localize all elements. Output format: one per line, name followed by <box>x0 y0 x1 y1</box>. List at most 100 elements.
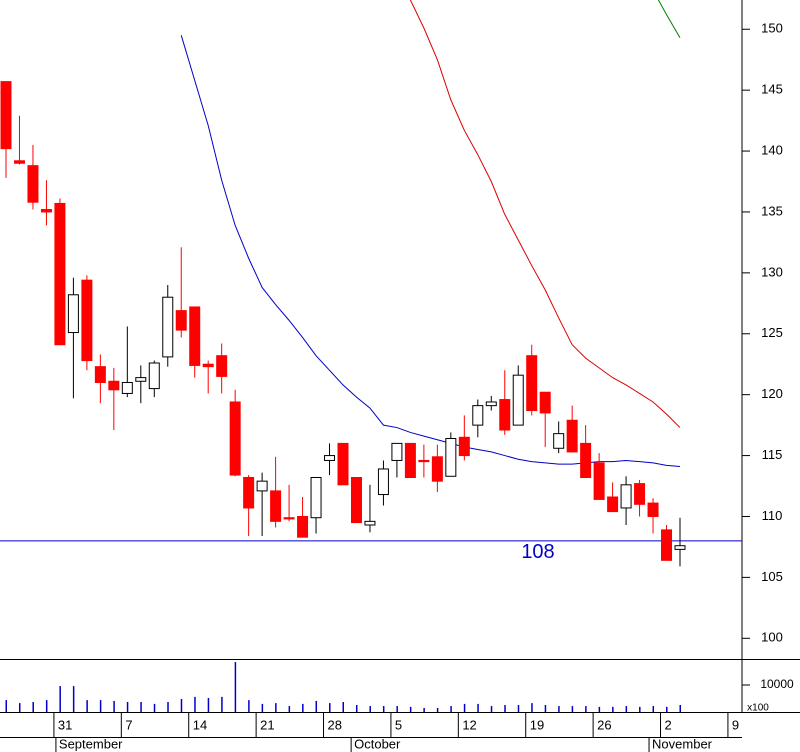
x-tick-label: 26 <box>597 717 611 732</box>
x-tick-label: 2 <box>665 717 672 732</box>
candle-body <box>175 310 187 331</box>
volume-bar <box>302 703 304 712</box>
volume-bar <box>612 706 614 712</box>
volume-bar <box>261 703 264 712</box>
y-tick-label: 115 <box>762 447 783 462</box>
volume-bar <box>585 706 587 712</box>
month-label: November <box>652 736 713 751</box>
candle-body <box>593 462 605 500</box>
candle-body <box>391 442 403 461</box>
volume-bar <box>355 704 358 712</box>
volume-bar <box>571 706 574 712</box>
volume-bar <box>72 686 75 712</box>
volume-bar <box>140 702 142 712</box>
volume-bar <box>86 700 88 712</box>
candle-body <box>661 529 673 561</box>
volume-bar <box>99 700 102 712</box>
volume-bar <box>275 703 277 712</box>
volume-bar <box>544 704 547 712</box>
y-tick-label: 145 <box>761 82 783 97</box>
candle-body <box>229 401 241 476</box>
candle-body <box>243 477 255 509</box>
volume-bar <box>221 696 223 712</box>
x-tick-label: 9 <box>732 717 739 732</box>
candle-body <box>539 391 551 414</box>
candle-body <box>310 477 322 519</box>
volume-bar <box>113 700 115 712</box>
volume-bar <box>248 700 250 712</box>
volume-bar <box>315 700 318 712</box>
volume-bar <box>234 662 237 712</box>
price-panel <box>0 0 742 567</box>
candle-body <box>364 520 376 526</box>
candle-body <box>40 209 52 213</box>
candle-body <box>512 374 524 426</box>
candle-body <box>67 294 79 334</box>
moving-average-line <box>409 0 681 428</box>
volume-bar <box>126 702 129 712</box>
volume-bar <box>18 703 21 712</box>
level-label: 108 <box>521 541 554 563</box>
y-tick-label: 135 <box>761 203 783 218</box>
candle-body <box>647 502 659 517</box>
y-tick-label: 150 <box>761 21 783 36</box>
volume-bar <box>652 706 655 712</box>
candle-body <box>94 366 106 383</box>
volume-bar <box>5 700 7 712</box>
candle-body <box>566 419 578 453</box>
candle-body <box>270 490 282 522</box>
candle-body <box>553 433 565 449</box>
volume-bar <box>436 707 439 712</box>
volume-bar <box>207 697 210 712</box>
candle-body <box>620 484 632 509</box>
volume-bar <box>180 699 183 712</box>
x-tick-label: 19 <box>530 717 544 732</box>
candle-body <box>431 456 443 482</box>
candle-body <box>162 296 174 358</box>
candle-body <box>418 459 430 463</box>
y-tick-label: 130 <box>761 264 783 279</box>
candle-body <box>81 279 93 362</box>
x-tick-label: 12 <box>462 717 476 732</box>
volume-bar <box>598 706 601 712</box>
candle-body <box>526 355 538 412</box>
candle-body <box>485 401 497 407</box>
volume-bar <box>194 696 196 712</box>
candle-body <box>0 81 12 150</box>
month-label: October <box>354 736 401 751</box>
candle-body <box>27 165 39 203</box>
candle-body <box>135 377 147 382</box>
candle-body <box>499 399 511 431</box>
candle-body <box>634 483 646 505</box>
candle-body <box>377 468 389 496</box>
y-tick-label: 125 <box>761 325 783 340</box>
volume-bar <box>59 686 61 712</box>
candle-body <box>121 381 133 394</box>
candle-body <box>472 405 484 426</box>
volume-bar <box>153 703 156 712</box>
y-tick-label: 140 <box>761 142 783 157</box>
volume-bar <box>32 702 34 712</box>
volume-bar <box>45 700 48 712</box>
candle-body <box>445 438 457 477</box>
candle-body <box>256 480 268 492</box>
volume-bar <box>288 706 291 712</box>
volume-bar <box>490 706 493 712</box>
volume-bar <box>409 706 412 712</box>
volume-bar <box>450 706 452 712</box>
candle-body <box>283 517 295 520</box>
y-tick-label: 110 <box>762 508 783 523</box>
volume-bar <box>517 704 520 712</box>
candle-body <box>674 545 686 550</box>
x-tick-label: 5 <box>395 717 402 732</box>
candle-body <box>324 455 336 461</box>
y-tick-label: 105 <box>761 569 783 584</box>
volume-bar <box>423 707 425 712</box>
volume-bar <box>625 706 628 712</box>
volume-bar <box>167 702 169 712</box>
candle-body <box>202 363 214 368</box>
axes: 10010511011512012513013514014515010000x1… <box>5 21 794 752</box>
candle-body <box>350 477 362 524</box>
candle-body <box>337 442 349 486</box>
